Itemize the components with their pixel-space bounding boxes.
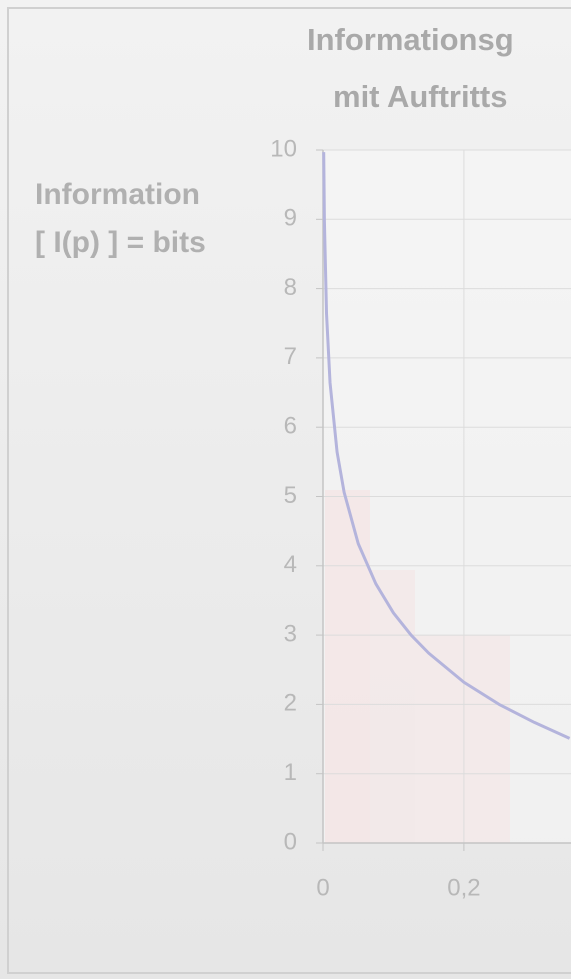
- y-tick-label: 0: [284, 828, 297, 855]
- y-tick-label: 1: [284, 759, 297, 786]
- y-axis-label: Information: [35, 178, 200, 211]
- page: {"chart_data": { "type": "line", "title"…: [0, 0, 571, 979]
- y-tick-label: 8: [284, 274, 297, 301]
- decoration: [415, 635, 510, 843]
- y-tick-label: 3: [284, 620, 297, 647]
- chart: Informationsg mit Auftritts Information …: [0, 0, 571, 979]
- y-tick-label: 6: [284, 413, 297, 440]
- y-axis-label: [ I(p) ] = bits: [35, 226, 206, 259]
- y-tick-label: 9: [284, 205, 297, 232]
- chart-title: mit Auftritts: [333, 79, 508, 114]
- decoration: [325, 490, 370, 843]
- y-tick-label: 5: [284, 482, 297, 509]
- x-tick-label: 0,2: [447, 874, 480, 901]
- y-tick-label: 2: [284, 690, 297, 717]
- y-tick-label: 7: [284, 343, 297, 370]
- y-tick-label: 4: [284, 551, 297, 578]
- x-tick-label: 0: [316, 874, 329, 901]
- chart-title: Informationsg: [307, 22, 514, 57]
- y-tick-label: 10: [270, 135, 297, 162]
